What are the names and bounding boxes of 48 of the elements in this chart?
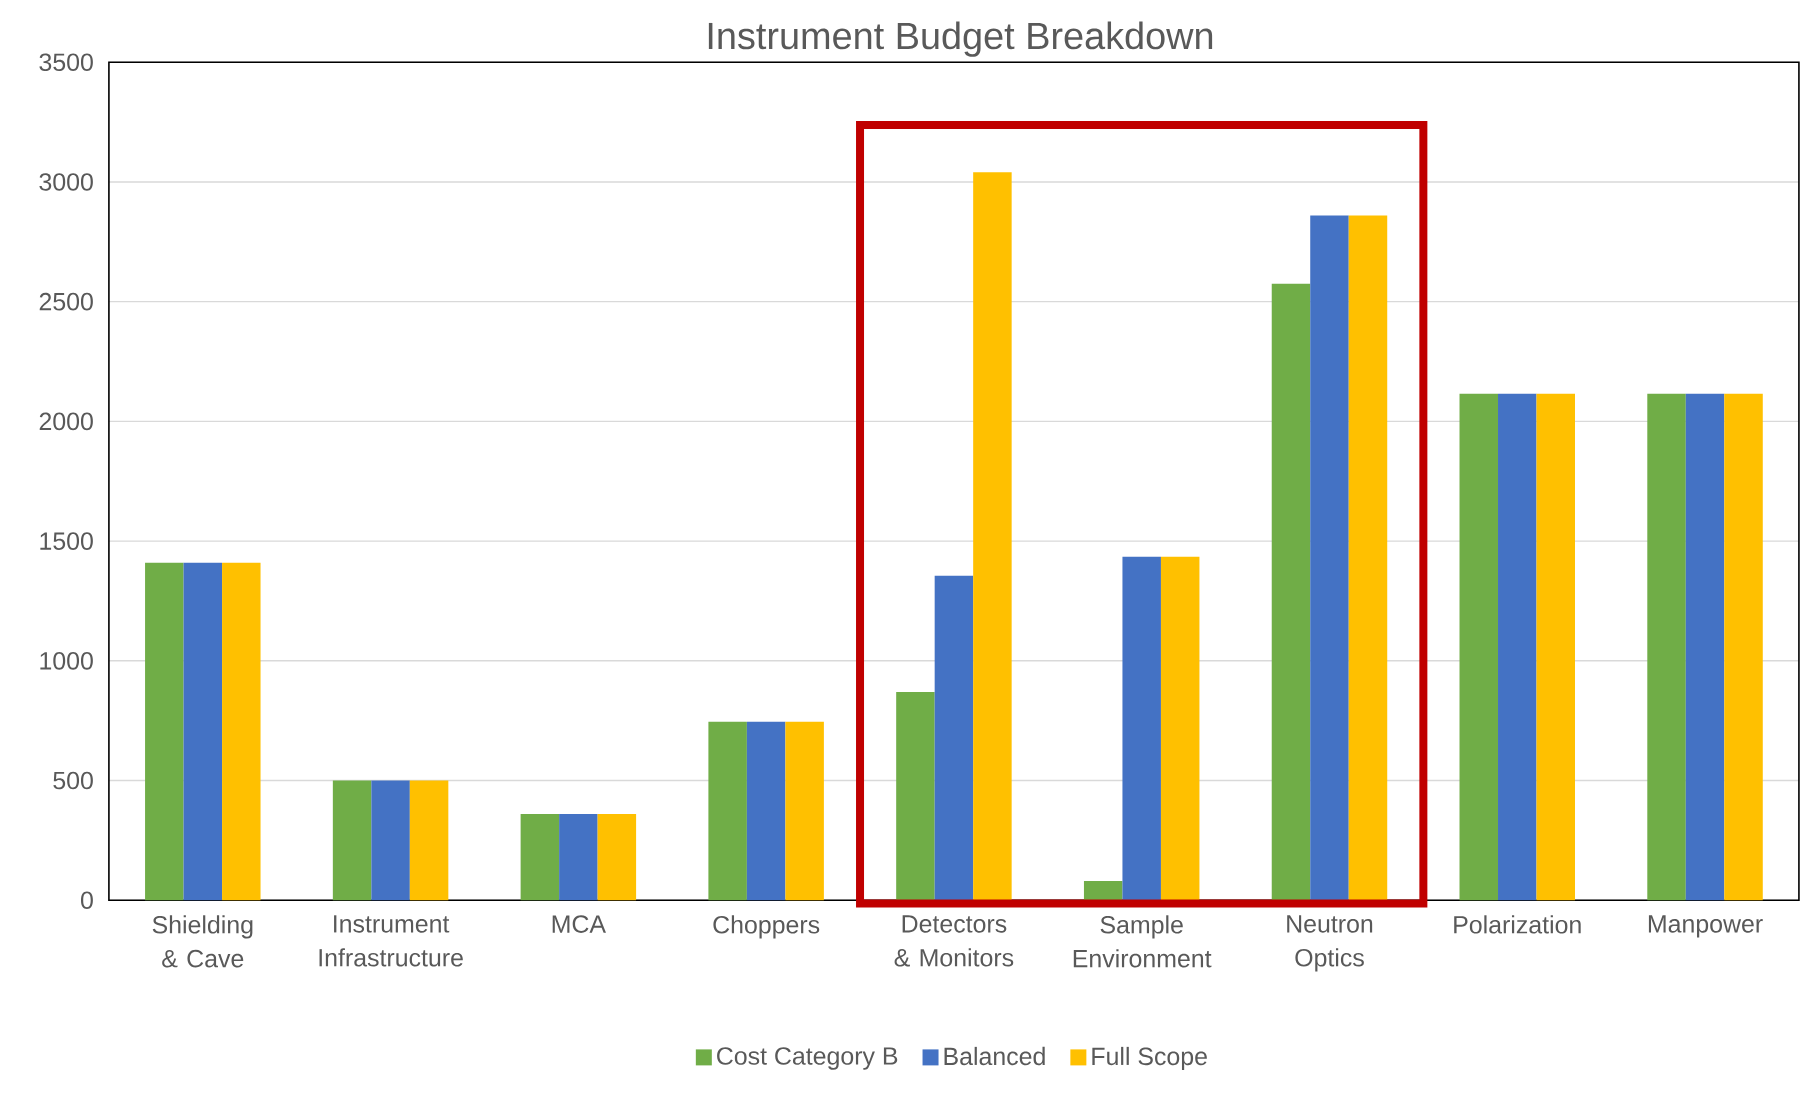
y-tick-label: 0	[80, 891, 93, 910]
bar	[1271, 283, 1311, 901]
y-tick-label: 3000	[39, 173, 93, 191]
bar	[746, 721, 786, 901]
bar	[708, 721, 747, 901]
y-tick-label: 1500	[40, 532, 93, 550]
y-tick-label: 500	[53, 771, 93, 790]
bar	[332, 780, 372, 901]
legend-label: Cost Category B	[717, 1047, 898, 1070]
bar	[1685, 393, 1725, 901]
bar	[1536, 393, 1575, 901]
bar	[1160, 556, 1200, 901]
bar	[1459, 393, 1499, 901]
legend-label: Full Scope	[1092, 1046, 1207, 1071]
x-tick-label: Shielding & Cave	[152, 915, 253, 968]
legend-label: Balanced	[944, 1046, 1045, 1066]
bar	[520, 814, 560, 901]
x-tick-label: Neutron Optics	[1287, 915, 1373, 972]
chart-title: Instrument Budget Breakdown	[708, 21, 1213, 57]
bar	[1083, 881, 1123, 901]
bar	[1122, 556, 1161, 901]
bar	[597, 814, 637, 901]
y-tick-label: 3500	[39, 53, 93, 72]
bar	[1724, 393, 1763, 901]
x-tick-label: Instrument Infrastructure	[319, 915, 463, 967]
x-tick-label: Sample Environment	[1073, 915, 1212, 968]
bar	[973, 172, 1012, 901]
bar	[785, 721, 824, 901]
bar	[183, 562, 223, 901]
bar	[371, 780, 410, 901]
y-tick-label: 2000	[39, 412, 93, 431]
x-tick-label: Manpower	[1648, 915, 1763, 938]
bar	[934, 575, 974, 901]
x-tick-label: Detectors & Monitors	[894, 915, 1014, 967]
y-tick-label: 1000	[40, 652, 93, 670]
x-tick-label: MCA	[552, 915, 606, 933]
y-tick-label: 2500	[39, 292, 93, 311]
bar	[1310, 215, 1349, 901]
bar	[1498, 393, 1537, 901]
x-tick-label: Polarization	[1454, 915, 1581, 934]
bar	[896, 691, 935, 901]
bar	[559, 814, 598, 901]
bar	[1647, 393, 1686, 901]
bar	[409, 780, 449, 901]
bar	[222, 562, 261, 901]
bar	[145, 562, 184, 901]
bar	[1348, 215, 1388, 901]
x-tick-label: Choppers	[713, 915, 820, 939]
